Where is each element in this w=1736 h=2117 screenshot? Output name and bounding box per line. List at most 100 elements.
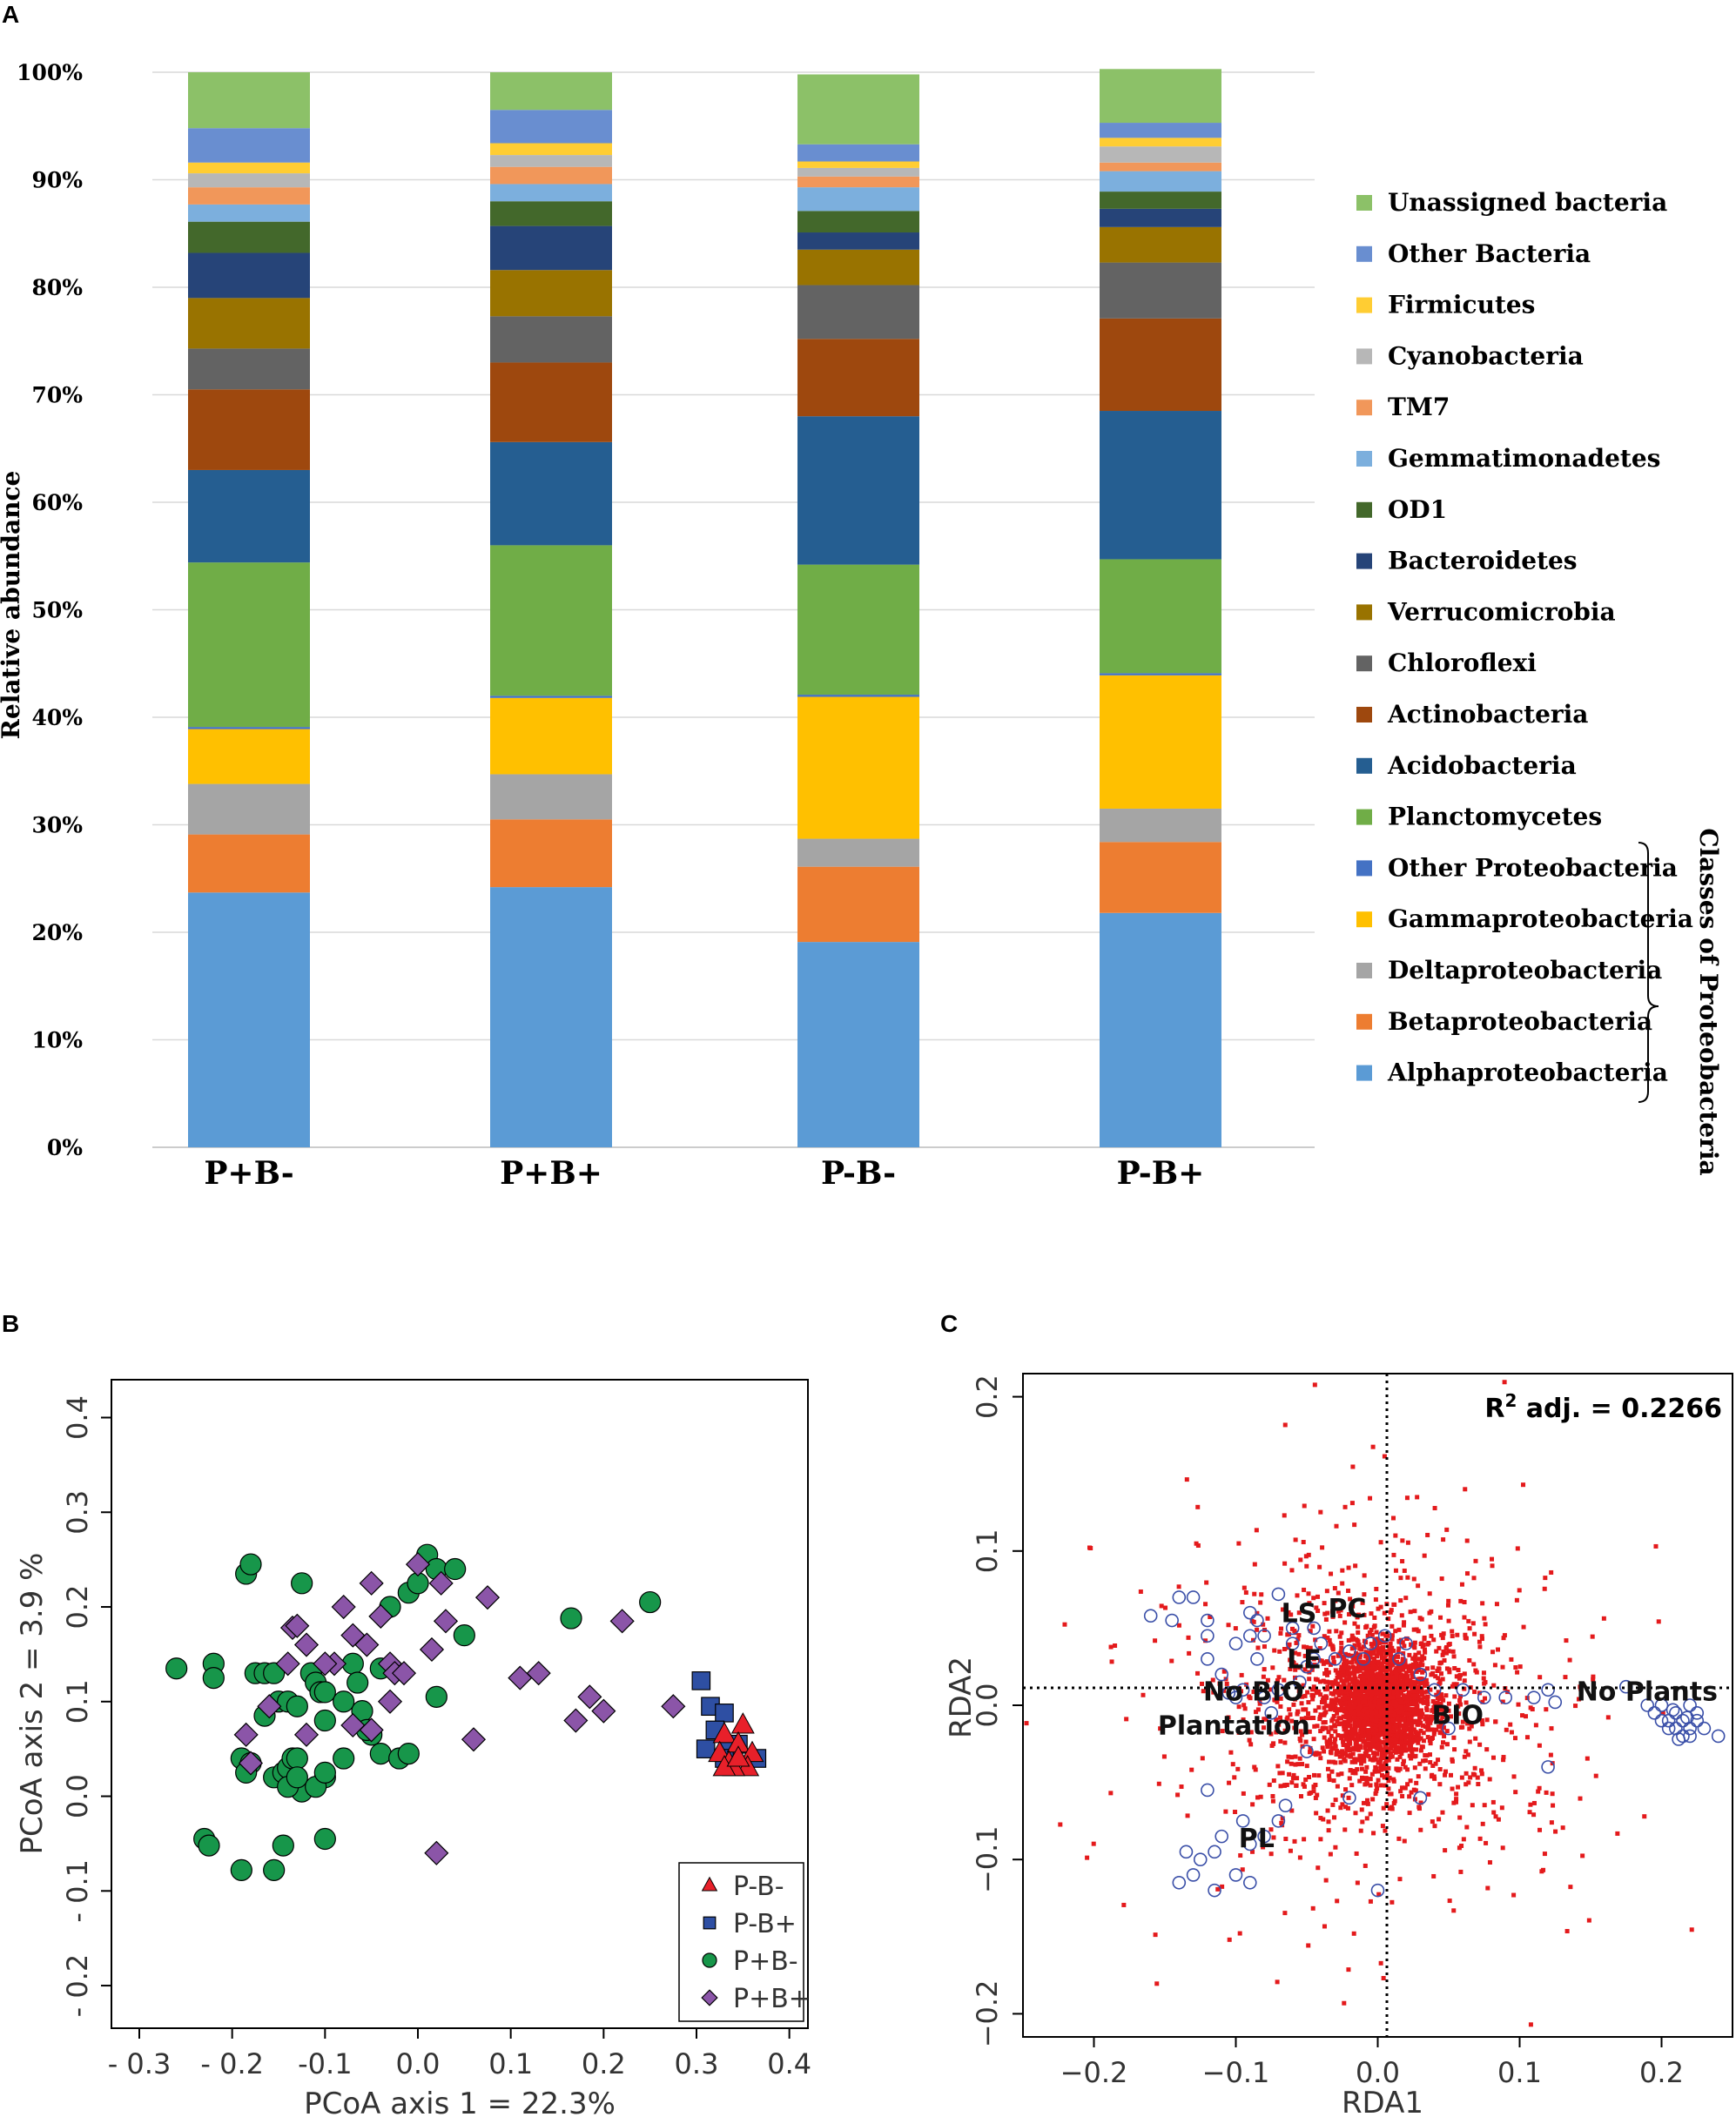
species-point [1318, 1756, 1323, 1761]
species-point [1362, 1739, 1367, 1744]
legend-item: OD1 [1356, 495, 1447, 524]
species-point [1241, 1703, 1247, 1708]
species-point [1471, 1662, 1477, 1667]
species-point [1412, 1719, 1417, 1724]
species-point [1347, 1703, 1352, 1708]
species-point [1378, 1680, 1383, 1685]
species-point [1373, 1764, 1378, 1770]
species-point [1345, 1677, 1350, 1682]
legend-label: Betaproteobacteria [1388, 1007, 1652, 1036]
species-point [1374, 1586, 1379, 1591]
species-point [1401, 1716, 1406, 1721]
species-point [1108, 1791, 1114, 1796]
species-point [1290, 1776, 1295, 1781]
species-point [1393, 1747, 1398, 1752]
species-point [1195, 1670, 1201, 1676]
species-point [1464, 1825, 1470, 1830]
species-point [1601, 1616, 1606, 1621]
species-point [1348, 1741, 1353, 1746]
species-point [1441, 1631, 1446, 1636]
species-point [1239, 1672, 1244, 1677]
species-point [1429, 1633, 1434, 1638]
species-point [1352, 1710, 1357, 1716]
species-point [1329, 1703, 1335, 1708]
species-point [1293, 1762, 1298, 1767]
species-point [1362, 1592, 1367, 1597]
axis-ticks: −0.2 −0.1 0.0 0.1 0.2−0.2−0.10.00.10.2 [971, 1374, 1684, 2089]
species-point [1295, 1762, 1301, 1767]
species-point [1438, 1702, 1443, 1707]
species-point [1354, 1657, 1359, 1662]
species-point [1462, 1678, 1467, 1684]
species-point [1423, 1757, 1428, 1763]
species-point [1431, 1637, 1437, 1643]
species-point [1239, 1689, 1244, 1694]
species-point [1394, 1724, 1399, 1729]
species-point [1365, 1743, 1370, 1748]
species-point [1340, 1793, 1345, 1798]
species-point [1472, 1631, 1477, 1636]
species-point [1482, 1803, 1487, 1808]
species-point [1274, 1730, 1279, 1735]
species-point [1282, 1783, 1288, 1788]
species-point [1427, 1752, 1432, 1757]
legend-swatch [1356, 195, 1372, 211]
species-point [1372, 1659, 1377, 1664]
species-point [1255, 1645, 1261, 1650]
species-point [1326, 1730, 1331, 1735]
species-point [1413, 1657, 1418, 1663]
legend-label: Verrucomicrobia [1387, 597, 1616, 626]
point-P-B+ [691, 1671, 711, 1690]
species-point [1415, 1704, 1420, 1710]
point-P-B- [712, 1722, 737, 1744]
x-tick-label: −0.2 [1060, 2056, 1128, 2089]
species-point [1308, 1745, 1313, 1751]
species-point [1467, 1658, 1472, 1663]
bar-segment [490, 316, 612, 363]
species-point [1423, 1724, 1428, 1730]
species-point [1432, 1506, 1437, 1511]
species-point [1227, 1780, 1232, 1785]
species-point [1270, 1793, 1275, 1798]
species-point [1457, 1694, 1463, 1699]
site-point [1342, 1791, 1356, 1805]
species-point [1400, 1559, 1405, 1564]
species-point [1397, 1766, 1403, 1771]
species-point [1335, 1718, 1340, 1724]
species-point [1330, 1802, 1336, 1807]
bar-segment [490, 225, 612, 271]
y-tick-label: 0.1 [971, 1529, 1004, 1573]
species-point [1297, 1855, 1302, 1860]
species-point [1378, 1540, 1383, 1545]
species-point [1383, 1686, 1388, 1691]
site-point [1399, 1636, 1413, 1650]
species-point [1347, 1684, 1352, 1689]
species-point [1318, 1729, 1323, 1734]
species-point [1465, 1752, 1470, 1757]
species-point [1356, 1718, 1361, 1724]
species-point [1296, 1689, 1302, 1694]
legend-label: Other Bacteria [1388, 239, 1591, 268]
species-point [1333, 1707, 1338, 1712]
species-point [1412, 1655, 1417, 1660]
axis-ticks: - 0.3- 0.2 -0.1 0.0 0.1 0.2 0.3 0.4- 0.2- 0.10… [61, 1395, 811, 2080]
species-point [1297, 1665, 1302, 1670]
species-point [1321, 1661, 1326, 1666]
species-point [1353, 1811, 1358, 1816]
point-P+B+ [461, 1727, 487, 1752]
species-point [1421, 1731, 1426, 1736]
species-point [1444, 1729, 1450, 1734]
species-point [1388, 1746, 1393, 1751]
species-point [1490, 1563, 1495, 1569]
species-point [1388, 1737, 1393, 1743]
species-point [1309, 1790, 1314, 1795]
species-point [1461, 1837, 1466, 1842]
bar-segment [797, 866, 919, 943]
legend-marker [702, 1952, 717, 1968]
bar-segment [490, 887, 612, 1147]
species-point [1411, 1727, 1416, 1732]
species-point [1336, 1590, 1341, 1596]
species-point [1531, 1812, 1537, 1818]
bar-stack-P+B- [188, 72, 310, 1147]
species-point [1374, 1732, 1379, 1737]
